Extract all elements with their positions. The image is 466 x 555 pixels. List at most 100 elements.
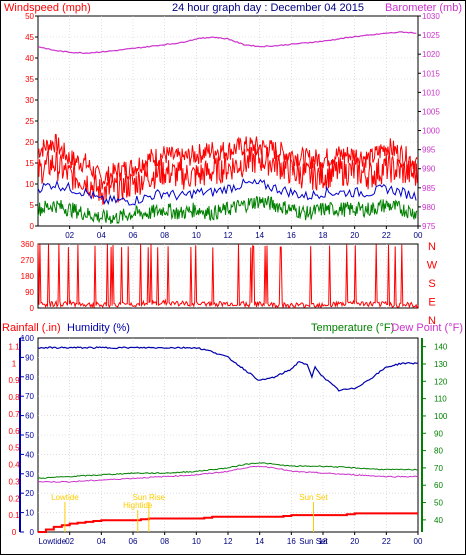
wind-x-tick-label: 14 (255, 231, 264, 240)
barometer-tick-label: 1010 (422, 88, 440, 97)
temperature-tick-label: 110 (434, 395, 447, 404)
rainfall-tick-label: 0.2 (8, 494, 20, 503)
wind-x-tick-label: 16 (287, 231, 296, 240)
wind-tick-label: 0 (30, 222, 35, 231)
windspeed-axis-label: Windspeed (mph) (4, 2, 91, 14)
compass-label: W (427, 260, 438, 272)
humidity-tick-label: 10 (25, 509, 34, 518)
windspeed-line (37, 146, 418, 205)
rainfall-tick-label: 1 (12, 359, 17, 368)
barometer-axis-label: Barometer (mb) (385, 2, 462, 14)
compass-label: E (428, 297, 435, 309)
barometer-tick-label: 1020 (422, 50, 440, 59)
wind-tick-label: 15 (25, 159, 34, 168)
tide-sun-axis-label: Sun Set (299, 537, 328, 546)
temperature-tick-label: 100 (434, 412, 448, 421)
chart-title: 24 hour graph day : December 04 2015 (172, 2, 364, 14)
tide-sun-annotation: Sun Rise (133, 493, 166, 502)
humidity-tick-label: 80 (25, 373, 34, 382)
tide-sun-axis-label: Lowtide (38, 537, 66, 546)
barometer-line (37, 31, 417, 55)
series-layer (37, 31, 419, 533)
direction-tick-label: 0 (30, 304, 35, 313)
direction-tick-label: 90 (25, 288, 34, 297)
rainfall-tick-label: 0.9 (8, 376, 20, 385)
climate-x-tick-label: 22 (382, 537, 391, 546)
dewpoint-line (37, 465, 419, 483)
barometer-tick-label: 990 (422, 165, 436, 174)
wind-tick-label: 35 (25, 75, 34, 84)
humidity-tick-label: 70 (25, 392, 34, 401)
tide-sun-annotation: Lowtide (51, 493, 79, 502)
barometer-tick-label: 1015 (422, 69, 440, 78)
direction-tick-label: 270 (21, 256, 35, 265)
humidity-tick-label: 0 (30, 528, 35, 537)
barometer-tick-label: 1030 (422, 12, 440, 21)
temperature-tick-label: 80 (434, 447, 443, 456)
temperature-tick-label: 70 (434, 464, 443, 473)
humidity-tick-label: 60 (25, 412, 34, 421)
humidity-tick-label: 100 (21, 334, 35, 343)
dewpoint-axis-label: Dew Point (°F) (391, 322, 463, 334)
barometer-tick-label: 1000 (422, 127, 440, 136)
wind-x-tick-label: 06 (129, 231, 138, 240)
wind-x-tick-label: 02 (65, 231, 74, 240)
rainfall-tick-label: 0.4 (8, 461, 20, 470)
wind-tick-label: 10 (25, 180, 34, 189)
temperature-tick-label: 60 (434, 481, 443, 490)
wind-tick-label: 40 (25, 54, 34, 63)
rainfall-tick-label: 1.1 (8, 342, 20, 351)
grid-layer (38, 16, 418, 532)
temperature-tick-label: 90 (434, 429, 443, 438)
lull-line (37, 195, 418, 225)
compass-label: S (428, 278, 435, 290)
climate-x-tick-label: 08 (160, 537, 169, 546)
wind-x-tick-label: 10 (192, 231, 201, 240)
temperature-tick-label: 140 (434, 343, 448, 352)
temperature-tick-label: 120 (434, 377, 448, 386)
wind-x-tick-label: 08 (160, 231, 169, 240)
climate-x-tick-label: 06 (129, 537, 138, 546)
climate-x-tick-label: 20 (350, 537, 359, 546)
wind-tick-label: 5 (30, 201, 35, 210)
barometer-tick-label: 1025 (422, 31, 440, 40)
rainfall-tick-label: 0 (12, 528, 17, 537)
climate-x-tick-label: 04 (97, 537, 106, 546)
humidity-line (37, 346, 419, 392)
climate-x-tick-label: 14 (255, 537, 264, 546)
humidity-tick-label: 30 (25, 470, 34, 479)
rainfall-tick-label: 0.3 (8, 477, 20, 486)
humidity-tick-label: 50 (25, 431, 34, 440)
wind-tick-label: 50 (25, 12, 34, 21)
barometer-tick-label: 975 (422, 222, 436, 231)
wind-tick-label: 25 (25, 117, 34, 126)
humidity-axis-label: Humidity (%) (67, 322, 130, 334)
climate-x-tick-label: 18 (319, 537, 328, 546)
temperature-tick-label: 40 (434, 516, 443, 525)
gust-line (37, 133, 418, 190)
humidity-tick-label: 40 (25, 450, 34, 459)
rainfall-line (38, 512, 418, 533)
rainfall-tick-label: 0.5 (8, 444, 20, 453)
humidity-tick-label: 20 (25, 489, 34, 498)
climate-x-tick-label: 02 (65, 537, 74, 546)
barometer-tick-label: 985 (422, 184, 436, 193)
wind-x-tick-label: 00 (414, 231, 423, 240)
wind-x-tick-label: 04 (97, 231, 106, 240)
rainfall-tick-label: 0.1 (8, 511, 20, 520)
barometer-tick-label: 995 (422, 146, 436, 155)
barometer-tick-label: 980 (422, 203, 436, 212)
direction-tick-label: 180 (21, 272, 35, 281)
tide-sun-annotation: Hightide (123, 501, 153, 510)
rainfall-tick-label: 0.7 (8, 410, 20, 419)
wind-x-tick-label: 18 (319, 231, 328, 240)
temperature-tick-label: 50 (434, 499, 443, 508)
barometer-tick-label: 1005 (422, 107, 440, 116)
humidity-tick-label: 90 (25, 353, 34, 362)
wind-x-tick-label: 20 (350, 231, 359, 240)
wind-tick-label: 30 (25, 96, 34, 105)
wind-tick-label: 20 (25, 138, 34, 147)
climate-x-tick-label: 12 (224, 537, 233, 546)
